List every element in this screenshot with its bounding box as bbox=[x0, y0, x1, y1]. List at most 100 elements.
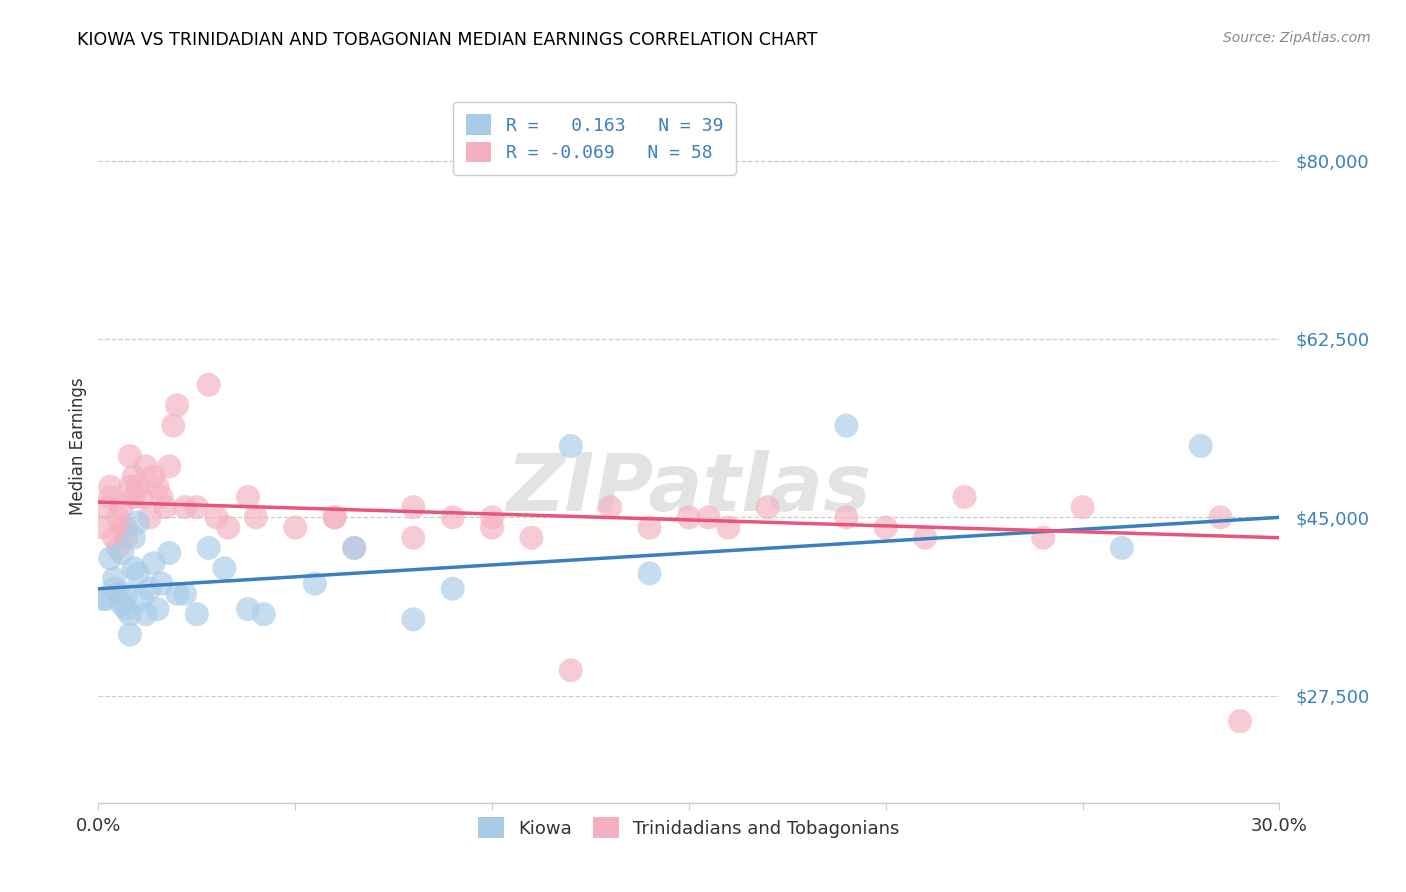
Point bbox=[186, 607, 208, 622]
Point bbox=[146, 480, 169, 494]
Point bbox=[253, 607, 276, 622]
Point bbox=[122, 531, 145, 545]
Point bbox=[638, 520, 661, 534]
Point bbox=[157, 459, 180, 474]
Point bbox=[142, 469, 165, 483]
Point bbox=[678, 510, 700, 524]
Point bbox=[174, 500, 197, 515]
Point bbox=[953, 490, 976, 504]
Point bbox=[107, 510, 129, 524]
Point bbox=[98, 551, 121, 566]
Point bbox=[150, 576, 173, 591]
Point bbox=[343, 541, 366, 555]
Point bbox=[1229, 714, 1251, 729]
Text: KIOWA VS TRINIDADIAN AND TOBAGONIAN MEDIAN EARNINGS CORRELATION CHART: KIOWA VS TRINIDADIAN AND TOBAGONIAN MEDI… bbox=[77, 31, 818, 49]
Point bbox=[142, 556, 165, 570]
Y-axis label: Median Earnings: Median Earnings bbox=[69, 377, 87, 515]
Point bbox=[155, 500, 177, 515]
Point bbox=[197, 541, 219, 555]
Point bbox=[131, 490, 153, 504]
Point bbox=[127, 480, 149, 494]
Point bbox=[323, 510, 346, 524]
Point bbox=[96, 500, 118, 515]
Point bbox=[166, 398, 188, 412]
Point bbox=[111, 546, 134, 560]
Point bbox=[217, 520, 239, 534]
Text: ZIPatlas: ZIPatlas bbox=[506, 450, 872, 528]
Point bbox=[150, 490, 173, 504]
Point bbox=[107, 541, 129, 555]
Point bbox=[638, 566, 661, 581]
Point bbox=[138, 582, 160, 596]
Point bbox=[402, 612, 425, 626]
Point bbox=[236, 490, 259, 504]
Point bbox=[103, 531, 125, 545]
Point bbox=[875, 520, 897, 534]
Point bbox=[214, 561, 236, 575]
Point bbox=[560, 439, 582, 453]
Point bbox=[197, 377, 219, 392]
Point bbox=[138, 510, 160, 524]
Point bbox=[127, 566, 149, 581]
Point bbox=[122, 561, 145, 575]
Point bbox=[166, 587, 188, 601]
Point bbox=[111, 520, 134, 534]
Point bbox=[481, 520, 503, 534]
Point bbox=[146, 602, 169, 616]
Point bbox=[560, 663, 582, 677]
Point bbox=[135, 607, 157, 622]
Point bbox=[122, 490, 145, 504]
Point bbox=[304, 576, 326, 591]
Point bbox=[98, 490, 121, 504]
Point bbox=[118, 449, 141, 463]
Point bbox=[118, 627, 141, 641]
Point bbox=[1032, 531, 1054, 545]
Legend: Kiowa, Trinidadians and Tobagonians: Kiowa, Trinidadians and Tobagonians bbox=[470, 808, 908, 847]
Point bbox=[118, 607, 141, 622]
Point bbox=[835, 510, 858, 524]
Point bbox=[697, 510, 720, 524]
Point bbox=[205, 510, 228, 524]
Point bbox=[481, 510, 503, 524]
Point bbox=[914, 531, 936, 545]
Point bbox=[162, 418, 184, 433]
Point bbox=[174, 587, 197, 601]
Point bbox=[103, 572, 125, 586]
Point bbox=[717, 520, 740, 534]
Point bbox=[131, 591, 153, 606]
Point bbox=[343, 541, 366, 555]
Point bbox=[127, 516, 149, 530]
Point bbox=[111, 500, 134, 515]
Point bbox=[91, 520, 114, 534]
Point bbox=[245, 510, 267, 524]
Point bbox=[1189, 439, 1212, 453]
Point bbox=[115, 520, 138, 534]
Point bbox=[520, 531, 543, 545]
Point bbox=[103, 582, 125, 596]
Point bbox=[111, 597, 134, 611]
Point bbox=[284, 520, 307, 534]
Point bbox=[756, 500, 779, 515]
Point bbox=[1111, 541, 1133, 555]
Point bbox=[441, 510, 464, 524]
Point bbox=[186, 500, 208, 515]
Point bbox=[118, 480, 141, 494]
Point bbox=[107, 587, 129, 601]
Point bbox=[157, 546, 180, 560]
Point bbox=[98, 480, 121, 494]
Point bbox=[91, 591, 114, 606]
Point bbox=[115, 602, 138, 616]
Point bbox=[599, 500, 621, 515]
Point bbox=[1071, 500, 1094, 515]
Point bbox=[115, 587, 138, 601]
Point bbox=[323, 510, 346, 524]
Point bbox=[122, 469, 145, 483]
Text: Source: ZipAtlas.com: Source: ZipAtlas.com bbox=[1223, 31, 1371, 45]
Point bbox=[135, 459, 157, 474]
Point bbox=[236, 602, 259, 616]
Point bbox=[402, 500, 425, 515]
Point bbox=[115, 531, 138, 545]
Point bbox=[402, 531, 425, 545]
Point bbox=[835, 418, 858, 433]
Point bbox=[441, 582, 464, 596]
